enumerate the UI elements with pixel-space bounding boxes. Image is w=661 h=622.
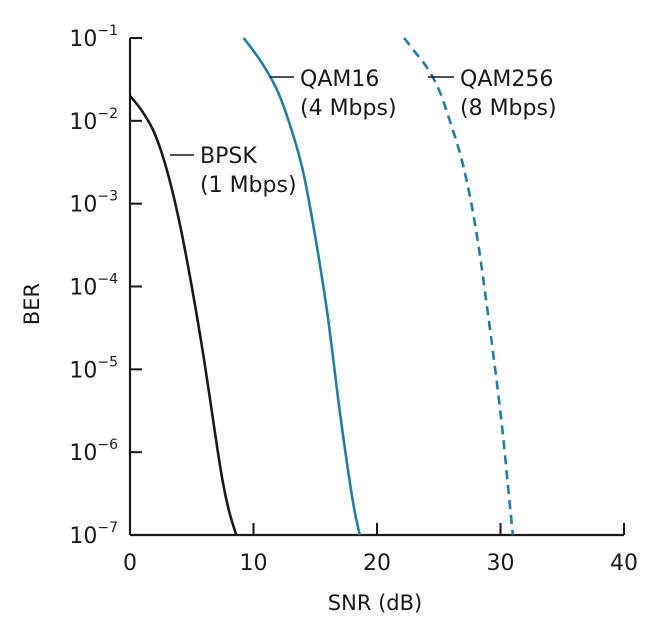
series-label-bpsk: (1 Mbps) [200,173,297,198]
x-tick-label: 40 [610,551,638,576]
x-tick-label: 30 [487,551,515,576]
y-tick-label: 10−2 [69,106,118,135]
series-line-qam16 [242,37,361,536]
series-line-qam256 [403,37,515,536]
x-tick-label: 0 [123,551,137,576]
y-axis-title: BER [20,283,44,325]
x-axis-title: SNR (dB) [328,591,422,615]
x-tick-label: 10 [240,551,268,576]
series-label-qam16: (4 Mbps) [300,96,397,121]
y-tick-label: 10−1 [69,23,118,52]
curve-labels: BPSK (1 Mbps) QAM16 (4 Mbps) QAM256 (8 Mbps) [170,67,557,198]
series-line-bpsk [128,95,238,536]
curves [128,37,515,536]
y-tick-label: 10−6 [69,437,118,466]
series-label-qam256: QAM256 [460,67,553,92]
series-label-qam16: QAM16 [300,67,379,92]
axes: 0 10 20 30 40 10−1 10−2 10−3 10−4 10−5 10−6 10−7 [69,23,638,576]
y-tick-label: 10−3 [69,189,118,218]
y-tick-label: 10−7 [69,520,118,549]
series-label-qam256: (8 Mbps) [460,96,557,121]
x-tick-label: 20 [363,551,391,576]
series-label-bpsk: BPSK [200,144,257,169]
y-tick-label: 10−5 [69,354,118,383]
y-tick-label: 10−4 [69,272,118,301]
